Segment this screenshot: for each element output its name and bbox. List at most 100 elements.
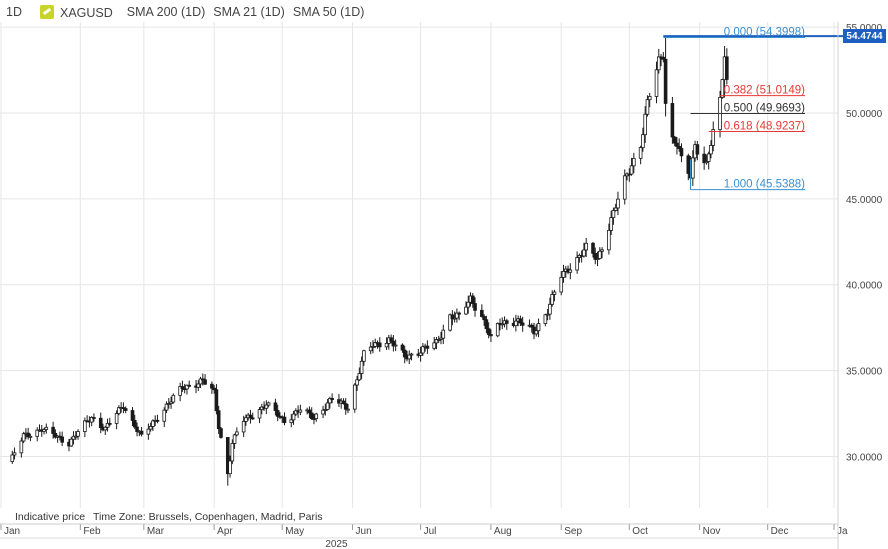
candle <box>198 376 203 389</box>
timezone-note: Time Zone: Brussels, Copenhagen, Madrid,… <box>93 511 323 523</box>
candle <box>391 335 396 352</box>
candle <box>387 334 391 350</box>
candle-body-up <box>359 360 364 374</box>
candle-body-up <box>42 429 46 432</box>
candle-body-up <box>357 373 362 381</box>
candle-body-down <box>250 417 255 420</box>
symbol-selector[interactable]: XAGUSD <box>39 4 113 20</box>
candle-body-up <box>622 175 627 200</box>
candle <box>595 251 600 267</box>
candle <box>561 264 566 283</box>
candle-body-up <box>548 303 552 315</box>
candle-body-up <box>83 420 87 432</box>
candle <box>185 384 189 395</box>
candle-body-up <box>709 145 713 155</box>
candle <box>400 343 405 353</box>
candle-body-up <box>647 96 652 101</box>
indicator-sma-50[interactable]: SMA 50 (1D) <box>292 5 365 19</box>
candle <box>695 140 700 161</box>
candle <box>457 311 461 321</box>
candle <box>92 413 96 422</box>
candle-body-up <box>373 342 378 347</box>
candle-body-up <box>432 342 437 349</box>
fib-level-label: 0.000 (54.3998) <box>724 26 805 38</box>
candle-body-up <box>654 69 659 97</box>
candle <box>432 336 437 351</box>
symbol-label: XAGUSD <box>59 5 113 20</box>
candle <box>21 431 26 444</box>
candle-body-up <box>325 402 330 410</box>
candle <box>196 380 201 391</box>
candle <box>473 297 477 317</box>
candle-body-down <box>470 295 475 304</box>
grid <box>0 22 838 508</box>
candle-body-down <box>457 312 461 315</box>
x-tick-label: Aug <box>494 526 512 537</box>
candle <box>230 439 235 465</box>
candle-body-down <box>201 378 205 381</box>
candle-body-down <box>677 146 682 149</box>
candle <box>341 398 346 405</box>
candle <box>139 426 144 437</box>
candle <box>307 406 312 419</box>
indicator-sma-200[interactable]: SMA 200 (1D) <box>126 5 206 19</box>
candle-body-down <box>695 144 700 155</box>
candle <box>609 210 613 236</box>
candle-body-down <box>225 437 230 475</box>
candle <box>71 431 76 445</box>
x-tick-label: Jan <box>4 526 20 537</box>
candle <box>536 318 541 338</box>
candle <box>670 96 675 144</box>
candle-body-up <box>235 431 239 436</box>
candle <box>309 407 314 421</box>
fibonacci-retracement[interactable]: 0.000 (54.3998) 0.382 (51.0149) 0.500 (49.… <box>663 26 843 191</box>
candle-body-up <box>584 242 588 251</box>
candle <box>314 412 319 422</box>
candle-body-up <box>439 337 443 340</box>
candle-body-down <box>130 410 135 421</box>
candle <box>452 311 457 323</box>
candle <box>225 437 230 486</box>
candle <box>117 405 121 416</box>
candle-body-down <box>273 402 278 411</box>
candle-body-down <box>661 56 666 60</box>
candle <box>169 396 173 409</box>
candle-body-up <box>466 301 471 308</box>
candle <box>187 380 192 388</box>
candle <box>421 342 425 356</box>
candle-body-down <box>482 316 486 321</box>
candle-body-down <box>210 383 214 389</box>
candle <box>69 437 74 447</box>
candle <box>132 414 137 430</box>
candle <box>346 403 350 414</box>
indicator-sma-21[interactable]: SMA 21 (1D) <box>213 5 285 19</box>
candle-body-down <box>275 410 280 417</box>
candle <box>550 290 554 307</box>
candle-body-up <box>228 460 232 475</box>
candle-body-up <box>346 408 350 411</box>
candle-body-up <box>534 330 539 335</box>
candle <box>355 375 359 391</box>
candle <box>98 412 103 434</box>
candle <box>575 251 579 274</box>
candle-body-up <box>289 419 294 424</box>
candle <box>155 414 160 424</box>
timeframe-selector[interactable]: 1D <box>6 5 22 19</box>
candle <box>434 336 439 350</box>
candle <box>486 322 491 339</box>
candle-body-down <box>529 324 534 328</box>
candle <box>679 143 684 163</box>
candle <box>162 407 167 427</box>
candle-body-up <box>69 438 74 447</box>
candle-body-down <box>212 387 216 391</box>
candle-body-up <box>600 249 604 252</box>
candle <box>425 340 430 354</box>
candle-body-down <box>92 417 96 419</box>
candle-body-down <box>309 412 314 419</box>
candle-body-down <box>26 432 30 438</box>
candle-body-down <box>391 340 396 347</box>
candle-body-up <box>10 454 15 463</box>
candle-body-down <box>132 419 137 428</box>
candle-body-down <box>725 56 729 80</box>
